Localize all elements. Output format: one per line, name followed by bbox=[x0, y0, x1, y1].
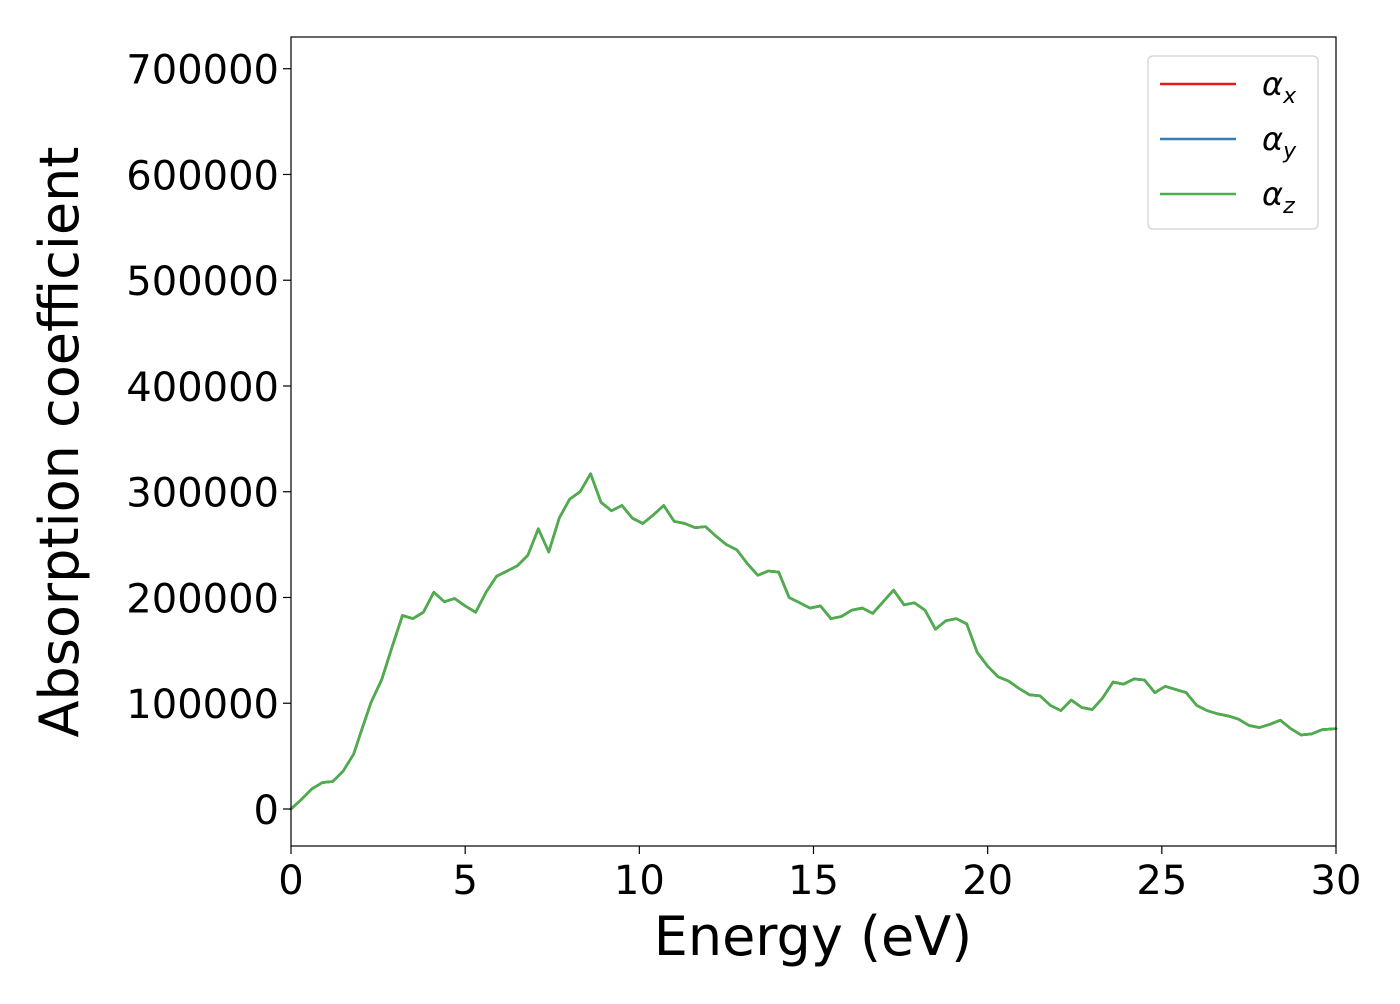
legend-label-z: αz bbox=[1262, 175, 1295, 219]
x-axis-label: Energy (eV) bbox=[654, 905, 973, 968]
y-tick-label: 500000 bbox=[126, 259, 279, 305]
legend: αx αy αz bbox=[1147, 55, 1319, 230]
legend-label-y: αy bbox=[1262, 120, 1297, 164]
x-tick-label: 20 bbox=[962, 858, 1013, 904]
y-tick-label: 0 bbox=[254, 788, 279, 834]
y-tick-label: 400000 bbox=[126, 365, 279, 411]
y-tick-label: 600000 bbox=[126, 153, 279, 199]
series-layer bbox=[289, 472, 1338, 811]
y-tick-label: 300000 bbox=[126, 471, 279, 517]
y-tick-label: 700000 bbox=[126, 48, 279, 94]
x-tick-label: 10 bbox=[614, 858, 665, 904]
x-tick-label: 0 bbox=[278, 858, 303, 904]
y-tick-label: 100000 bbox=[126, 682, 279, 728]
y-axis-ticks: 0 100000 200000 300000 400000 500000 600000 700… bbox=[126, 48, 291, 834]
x-tick-label: 25 bbox=[1136, 858, 1187, 904]
series-line-z bbox=[289, 472, 1338, 811]
legend-box bbox=[1147, 55, 1319, 230]
y-tick-label: 200000 bbox=[126, 576, 279, 622]
y-axis-label: Absorption coefficient bbox=[28, 147, 91, 738]
legend-label-x: αx bbox=[1262, 65, 1297, 109]
x-axis-ticks: 0 5 10 15 20 25 30 bbox=[278, 846, 1361, 904]
x-tick-label: 30 bbox=[1311, 858, 1362, 904]
x-tick-label: 15 bbox=[788, 858, 839, 904]
x-tick-label: 5 bbox=[452, 858, 477, 904]
